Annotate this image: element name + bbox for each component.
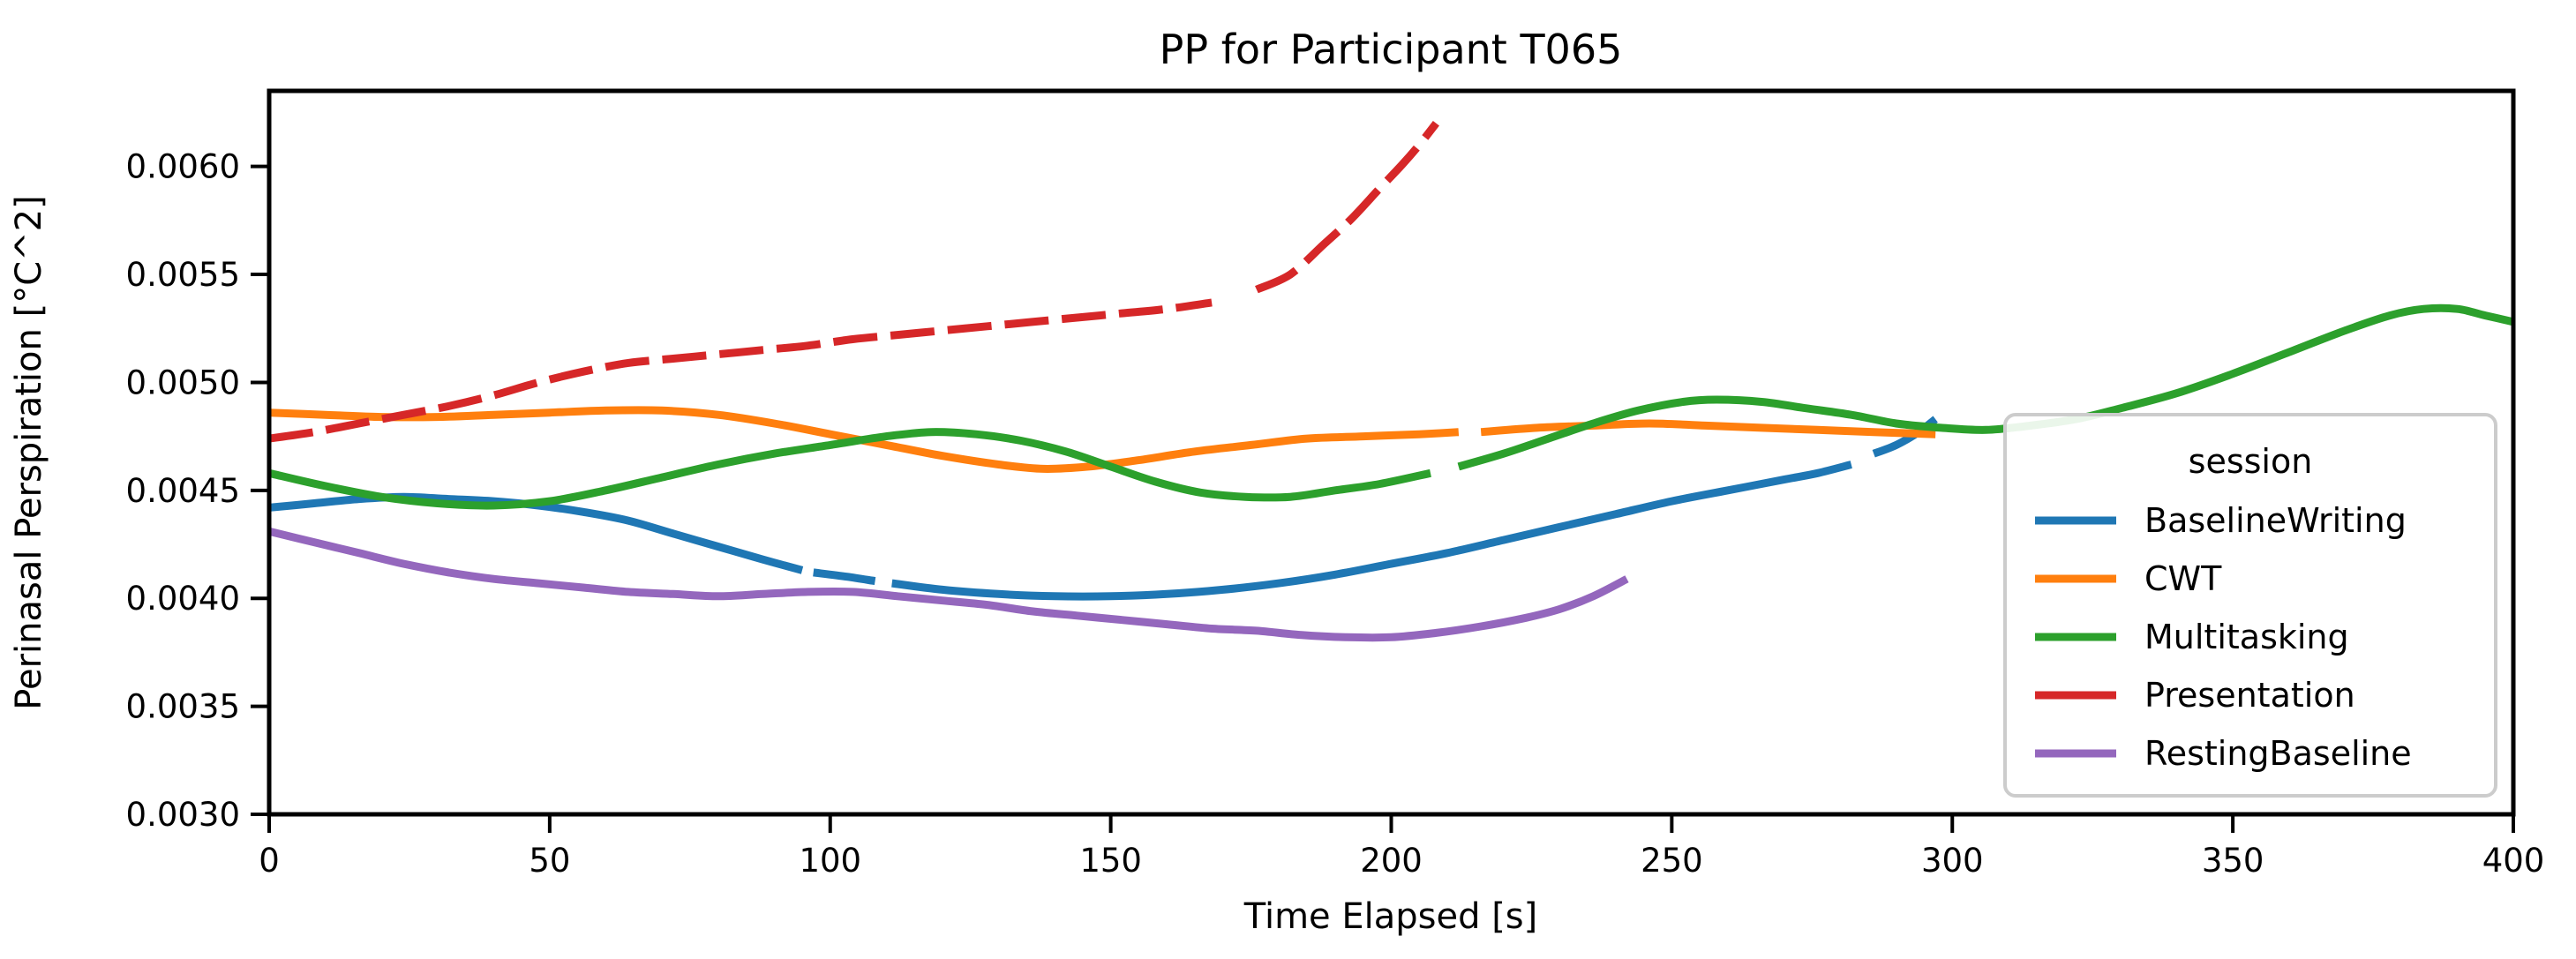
legend-label-RestingBaseline: RestingBaseline — [2144, 734, 2412, 773]
series-line-Multitasking — [1457, 303, 2514, 471]
y-tick-label: 0.0040 — [126, 580, 240, 618]
x-tick-label: 100 — [799, 842, 861, 880]
series-line-Presentation — [268, 298, 1213, 443]
legend-label-BaselineWriting: BaselineWriting — [2144, 501, 2407, 540]
series-line-RestingBaseline — [267, 527, 1629, 642]
legend-box — [2003, 413, 2497, 798]
y-tick-label: 0.0050 — [126, 363, 240, 401]
x-tick-label: 250 — [1641, 842, 1703, 880]
y-tick-label: 0.0035 — [126, 688, 240, 726]
y-tick-label: 0.0060 — [126, 148, 240, 186]
axis-ticks: 0 50 100 150 200 250 300 350 400 0.0030 0.0035 0.00… — [126, 148, 2545, 880]
x-tick-label: 350 — [2202, 842, 2264, 880]
legend-label-Multitasking: Multitasking — [2144, 618, 2349, 656]
y-tick-label: 0.0030 — [126, 796, 240, 834]
series-line-BaselineWriting — [891, 461, 1852, 601]
x-tick-label: 300 — [1921, 842, 1984, 880]
x-tick-label: 200 — [1360, 842, 1423, 880]
chart-title: PP for Participant T065 — [1160, 26, 1623, 73]
x-tick-label: 150 — [1079, 842, 1142, 880]
series-line-Presentation — [1255, 120, 1439, 294]
x-axis-label: Time Elapsed [s] — [1243, 896, 1538, 937]
x-tick-label: 0 — [259, 842, 280, 880]
series-line-CWT — [1480, 419, 1936, 438]
y-tick-label: 0.0055 — [126, 256, 240, 294]
legend-label-CWT: CWT — [2144, 559, 2222, 598]
legend: session BaselineWriting CWT Multitasking Pre… — [2003, 413, 2497, 798]
legend-title: session — [2189, 442, 2313, 481]
plot-border — [267, 88, 2516, 817]
y-tick-label: 0.0045 — [126, 472, 240, 510]
series-lines — [267, 120, 2514, 642]
series-line-BaselineWriting — [813, 568, 876, 586]
series-line-Multitasking — [268, 428, 1431, 510]
x-tick-label: 50 — [529, 842, 570, 880]
y-axis-label: Perinasal Perspiration [°C^2] — [9, 195, 49, 709]
x-tick-label: 400 — [2482, 842, 2545, 880]
series-line-CWT — [268, 406, 1460, 473]
legend-label-Presentation: Presentation — [2144, 676, 2355, 715]
